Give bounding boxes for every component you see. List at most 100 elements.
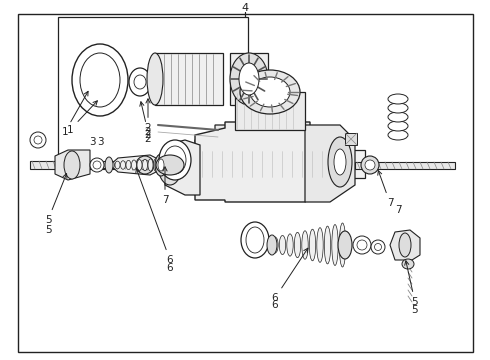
Ellipse shape [371, 240, 385, 254]
Ellipse shape [155, 154, 167, 176]
Ellipse shape [147, 53, 163, 105]
Text: 6: 6 [271, 300, 278, 310]
Text: 5: 5 [412, 305, 418, 315]
Text: 5: 5 [405, 261, 418, 307]
Text: 1: 1 [62, 91, 88, 137]
Text: 6: 6 [136, 168, 173, 265]
Ellipse shape [317, 228, 323, 262]
Bar [170, 150, 365, 178]
Ellipse shape [279, 108, 291, 118]
Ellipse shape [148, 159, 153, 171]
Ellipse shape [332, 225, 338, 265]
Ellipse shape [239, 63, 259, 95]
Ellipse shape [136, 156, 154, 174]
Bar [355, 162, 455, 169]
Bar [345, 133, 357, 145]
Ellipse shape [140, 160, 150, 170]
Ellipse shape [115, 161, 120, 169]
Polygon shape [390, 230, 420, 260]
Ellipse shape [402, 259, 414, 269]
Ellipse shape [159, 140, 191, 180]
Ellipse shape [93, 161, 101, 169]
Ellipse shape [272, 237, 278, 253]
Ellipse shape [250, 77, 290, 107]
Text: 3: 3 [97, 137, 103, 147]
Text: 2: 2 [145, 99, 151, 133]
Polygon shape [195, 122, 325, 202]
Ellipse shape [278, 114, 292, 126]
Ellipse shape [339, 223, 346, 267]
Ellipse shape [90, 158, 104, 172]
Bar [235, 92, 305, 130]
Ellipse shape [129, 68, 151, 96]
Text: 5: 5 [45, 225, 51, 235]
Ellipse shape [302, 231, 308, 259]
Ellipse shape [109, 162, 115, 168]
Ellipse shape [230, 53, 268, 105]
Ellipse shape [131, 160, 137, 170]
Polygon shape [55, 150, 90, 180]
Text: 3: 3 [89, 137, 96, 147]
Bar [68, 161, 143, 168]
Ellipse shape [34, 136, 42, 144]
Ellipse shape [287, 234, 293, 256]
Ellipse shape [294, 232, 301, 258]
Text: 4: 4 [242, 3, 248, 13]
Ellipse shape [374, 243, 382, 251]
Ellipse shape [241, 222, 269, 258]
Text: 6: 6 [167, 263, 173, 273]
Text: 7: 7 [378, 171, 393, 208]
Ellipse shape [324, 226, 331, 264]
Ellipse shape [164, 155, 176, 175]
Polygon shape [305, 125, 355, 202]
Text: 1: 1 [67, 101, 98, 135]
Ellipse shape [365, 160, 375, 170]
Bar [230, 53, 268, 105]
Polygon shape [195, 125, 320, 195]
Ellipse shape [156, 155, 184, 175]
Text: 7: 7 [162, 167, 168, 205]
Polygon shape [165, 140, 200, 195]
Ellipse shape [158, 159, 164, 171]
Ellipse shape [334, 149, 346, 175]
Text: 7: 7 [394, 205, 401, 215]
Ellipse shape [143, 159, 147, 171]
Ellipse shape [388, 130, 408, 140]
Text: 6: 6 [271, 248, 308, 303]
Ellipse shape [279, 235, 286, 255]
Ellipse shape [137, 159, 142, 170]
Ellipse shape [105, 157, 113, 173]
Ellipse shape [388, 121, 408, 131]
Ellipse shape [267, 235, 277, 255]
Ellipse shape [388, 94, 408, 104]
Ellipse shape [338, 231, 352, 259]
Ellipse shape [328, 137, 352, 187]
Ellipse shape [353, 236, 371, 254]
Text: 2: 2 [145, 134, 151, 144]
Polygon shape [110, 155, 160, 175]
Ellipse shape [30, 132, 46, 148]
Text: 2: 2 [140, 102, 151, 137]
Ellipse shape [126, 160, 131, 170]
Ellipse shape [164, 146, 186, 174]
Ellipse shape [64, 151, 80, 179]
Ellipse shape [134, 75, 146, 89]
Ellipse shape [399, 233, 411, 257]
Ellipse shape [309, 229, 316, 261]
Ellipse shape [153, 158, 158, 171]
Bar [58, 17, 248, 165]
Ellipse shape [361, 156, 379, 174]
Ellipse shape [246, 227, 264, 253]
Ellipse shape [80, 53, 120, 107]
Ellipse shape [388, 103, 408, 113]
Text: 2: 2 [145, 130, 151, 140]
Ellipse shape [388, 112, 408, 122]
Ellipse shape [240, 70, 300, 114]
Ellipse shape [357, 240, 367, 250]
Ellipse shape [158, 145, 182, 185]
Ellipse shape [121, 161, 125, 169]
Bar [30, 161, 175, 169]
Text: 5: 5 [45, 174, 67, 225]
Ellipse shape [72, 44, 128, 116]
Bar [155, 53, 223, 105]
